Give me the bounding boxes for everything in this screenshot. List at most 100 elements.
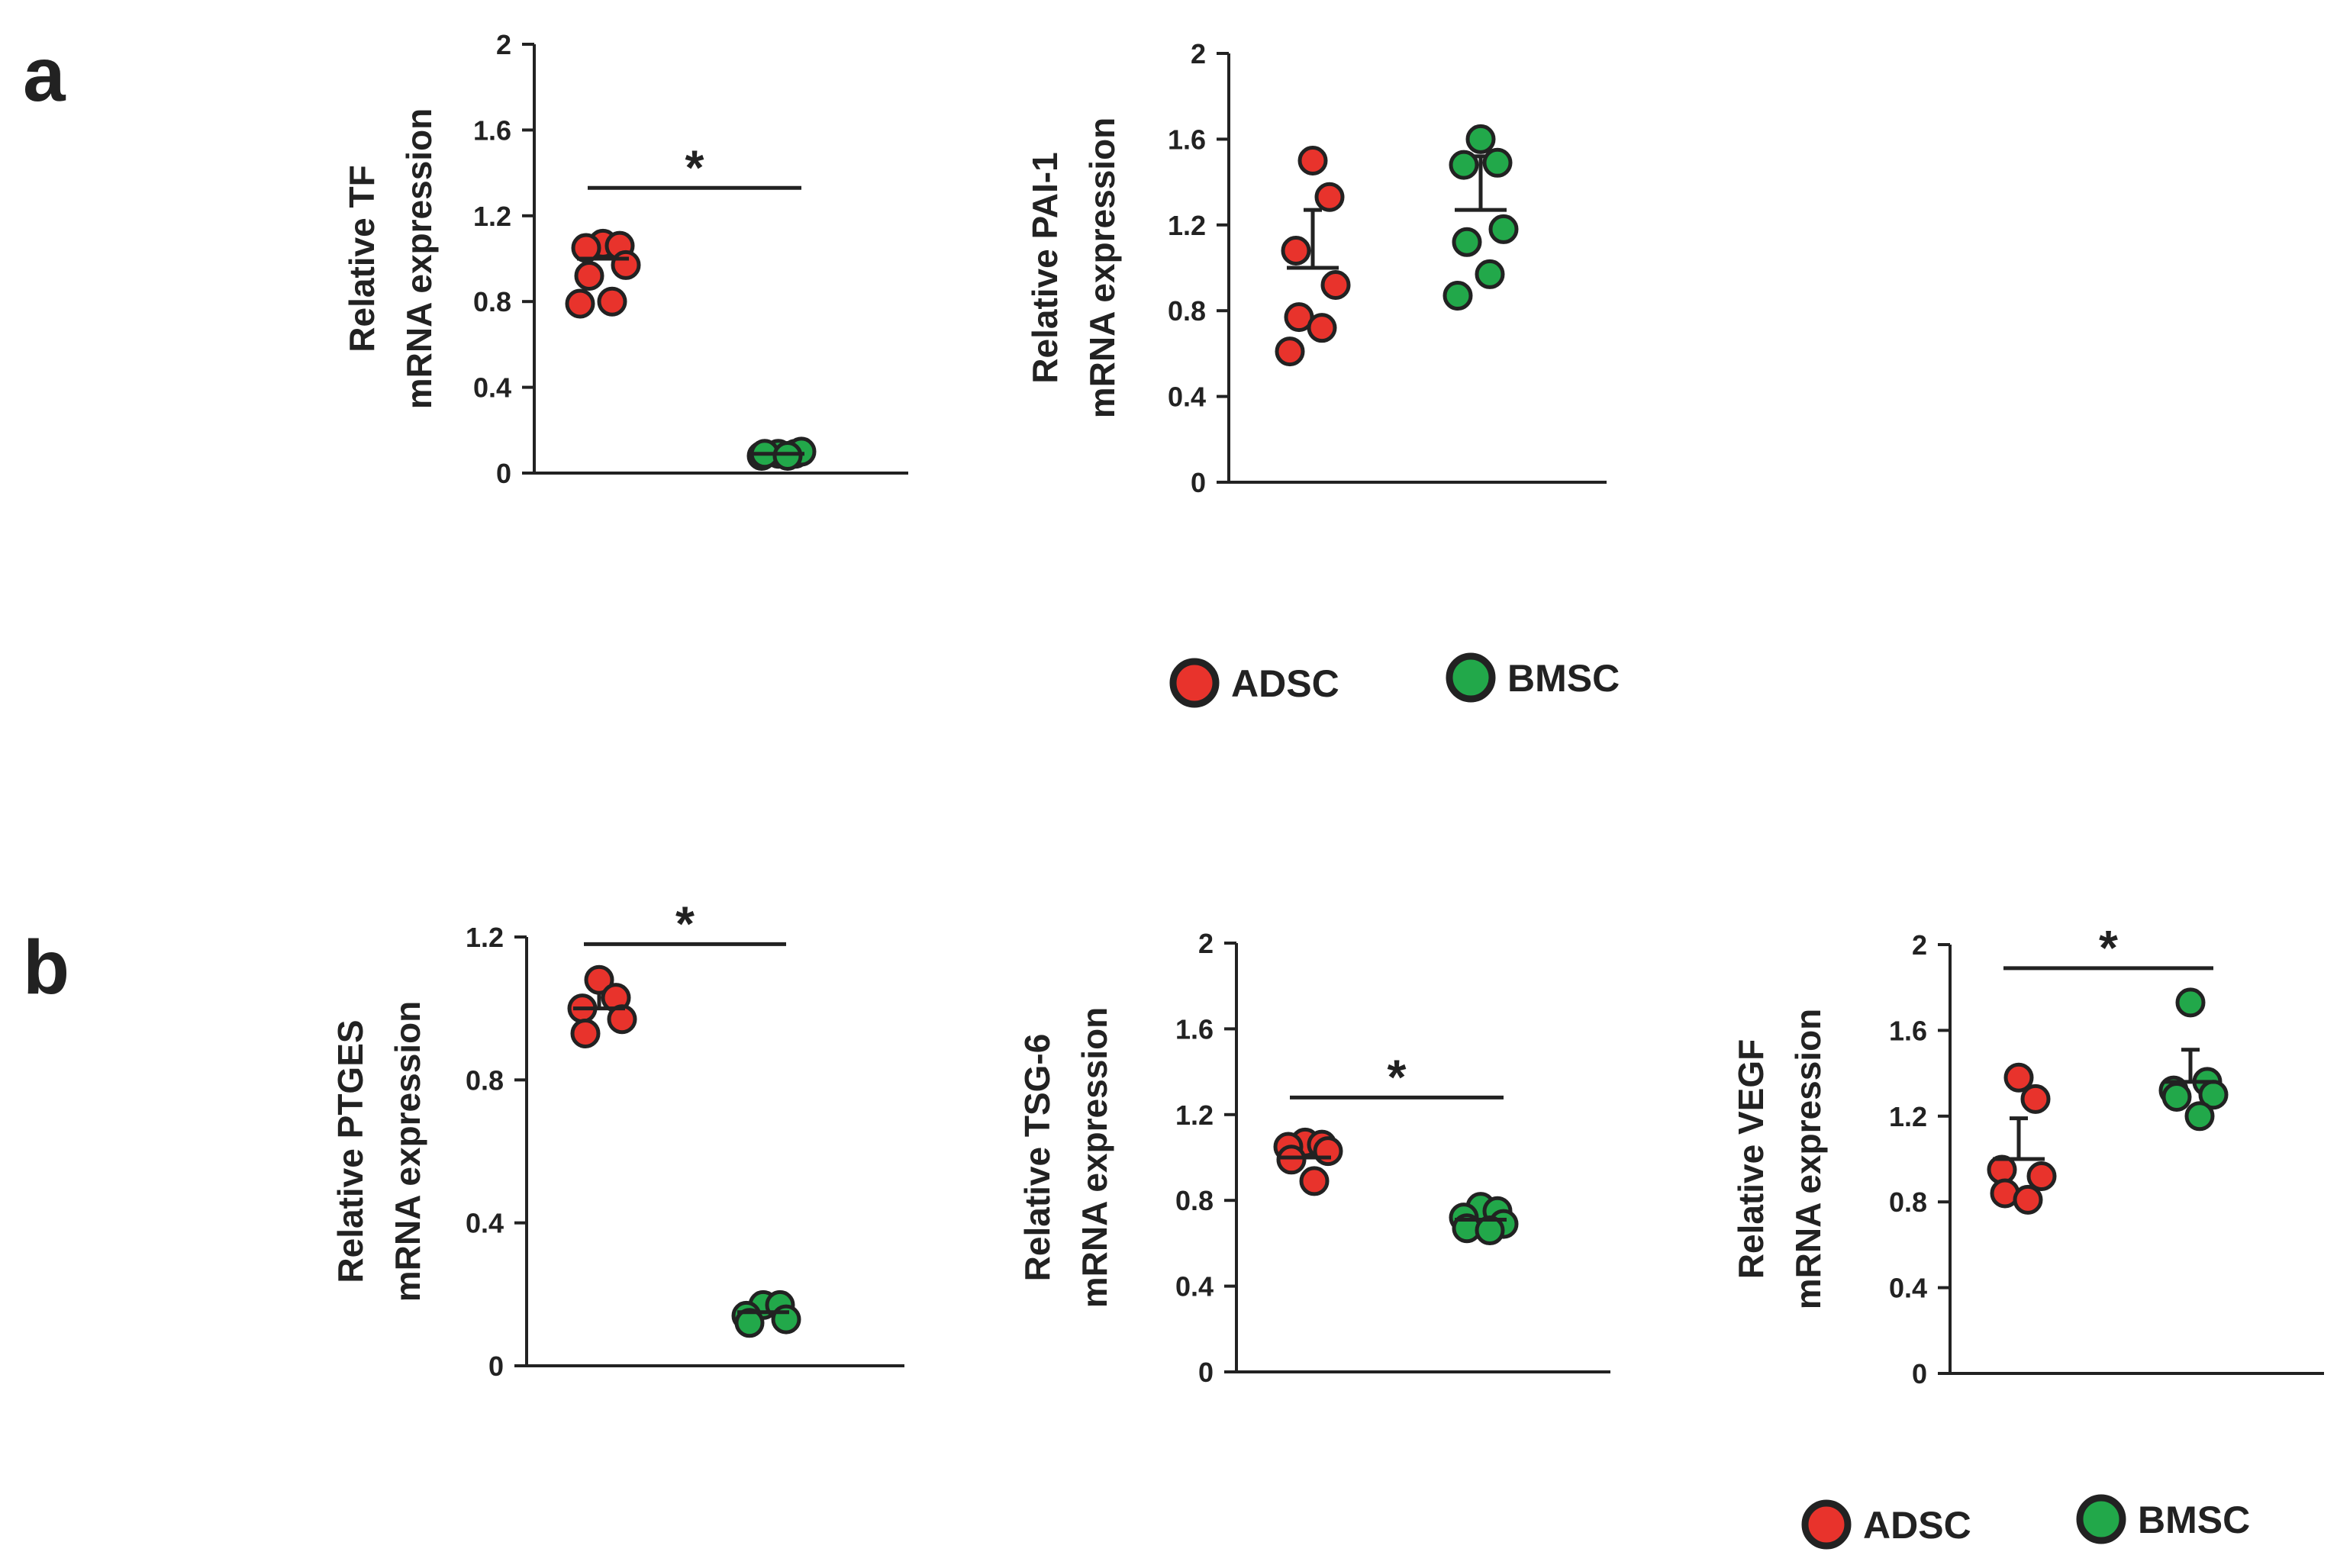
series-adsc (1987, 1062, 2057, 1215)
series-adsc (567, 964, 637, 1048)
data-point (2003, 1062, 2034, 1093)
data-point (771, 1304, 801, 1335)
series-bmsc (1442, 124, 1519, 311)
y-tick-label: 0.4 (473, 372, 511, 404)
y-tick-label: 0 (1191, 467, 1206, 498)
y-tick-label: 1.2 (1175, 1100, 1214, 1131)
y-tick-label: 0 (488, 1351, 504, 1382)
data-point (574, 260, 604, 291)
y-tick-label: 0.4 (466, 1208, 504, 1239)
y-tick-label: 1.6 (473, 114, 511, 146)
data-point (584, 964, 614, 995)
data-point (1297, 146, 1328, 175)
data-point (1442, 281, 1473, 311)
significance-star: * (1388, 1049, 1407, 1104)
data-point (1313, 1136, 1343, 1167)
y-tick-label: 0.4 (1175, 1271, 1214, 1302)
y-tick-label: 0 (1198, 1357, 1214, 1388)
y-tick-label: 0 (496, 458, 511, 489)
legend-marker-bmsc (2076, 1494, 2126, 1544)
series-adsc (1275, 146, 1351, 367)
data-point (1281, 236, 1311, 266)
series-bmsc (731, 1289, 801, 1338)
data-point (2184, 1101, 2215, 1132)
data-point (1449, 150, 1479, 180)
y-axis-label: Relative TF (342, 165, 382, 352)
chart-vegf: 0 0.4 0.8 1.2 1.6 2 Relative VEGF mRNA expressi… (1731, 920, 2324, 1389)
data-point (734, 1308, 765, 1338)
significance-star: * (685, 140, 704, 195)
data-point (1465, 124, 1496, 154)
series-adsc (565, 228, 641, 319)
y-tick-label: 1.6 (1168, 124, 1206, 155)
y-tick-label: 2 (496, 29, 511, 60)
data-point (772, 441, 803, 472)
data-point (571, 233, 601, 263)
y-tick-label: 1.6 (1889, 1015, 1927, 1046)
y-tick-label: 1.6 (1175, 1013, 1214, 1045)
data-point (1307, 313, 1337, 343)
data-point (1314, 182, 1345, 212)
chart-tf: 0 0.4 0.8 1.2 1.6 2 Relative TF mRNA expression… (342, 29, 908, 489)
y-tick-label: 0.8 (1889, 1186, 1927, 1218)
series-bmsc (746, 436, 817, 472)
data-point (570, 1018, 601, 1048)
data-point (597, 286, 627, 317)
chart-tsg6: 0 0.4 0.8 1.2 1.6 2 Relative TSG-6 mRNA express… (1017, 928, 1610, 1388)
y-tick-label: 2 (1198, 928, 1214, 959)
y-tick-label: 0 (1912, 1358, 1927, 1389)
y-tick-label: 0.8 (466, 1064, 504, 1096)
legend-marker-adsc (1801, 1499, 1852, 1550)
panel-letter-a: a (23, 32, 66, 118)
data-point (1475, 1215, 1505, 1246)
legend-label-bmsc: BMSC (1507, 657, 1620, 700)
series-bmsc (2158, 987, 2229, 1132)
data-point (1488, 214, 1519, 244)
legend-label-bmsc: BMSC (2138, 1499, 2250, 1541)
data-point (565, 288, 595, 319)
legend-label-adsc: ADSC (1863, 1504, 1971, 1547)
y-tick-label: 0.8 (473, 286, 511, 317)
y-axis-label: Relative PTGES (330, 1019, 370, 1283)
y-axis-label: mRNA expression (1075, 1007, 1114, 1309)
y-axis-label: Relative TSG-6 (1017, 1034, 1057, 1282)
chart-ptges: 0 0.4 0.8 1.2 Relative PTGES mRNA expression * (330, 896, 904, 1382)
data-point (1320, 269, 1351, 300)
data-point (2013, 1184, 2043, 1215)
legend-b: ADSC BMSC (1801, 1494, 2250, 1550)
data-point (2026, 1161, 2057, 1191)
y-axis-label: mRNA expression (388, 1001, 427, 1302)
data-point (2161, 1082, 2192, 1112)
y-axis-label: Relative VEGF (1731, 1039, 1771, 1279)
legends: ADSC BMSC ADSC BMSC (1169, 652, 2250, 1550)
significance-star: * (675, 896, 695, 951)
y-tick-label: 2 (1191, 38, 1206, 69)
data-point (2020, 1083, 2051, 1114)
chart-pai1: 0 0.4 0.8 1.2 1.6 2 Relative PAI-1 mRNA express… (1025, 38, 1607, 498)
y-tick-label: 0.8 (1175, 1185, 1214, 1216)
y-tick-label: 0.4 (1889, 1273, 1927, 1304)
y-axis-label: Relative PAI-1 (1025, 152, 1065, 383)
y-tick-label: 0.4 (1168, 382, 1206, 413)
data-point (2175, 987, 2206, 1018)
y-tick-label: 1.2 (1168, 210, 1206, 241)
legend-label-adsc: ADSC (1231, 662, 1339, 705)
y-tick-label: 1.2 (1889, 1101, 1927, 1132)
y-axis-label: mRNA expression (1082, 118, 1122, 419)
data-point (1475, 259, 1505, 289)
panel-letter-b: b (23, 925, 69, 1010)
data-point (1299, 1166, 1330, 1196)
legend-marker-adsc (1169, 658, 1220, 708)
data-point (1275, 336, 1305, 367)
legend-a: ADSC BMSC (1169, 652, 1620, 708)
data-point (1276, 1145, 1307, 1175)
y-tick-label: 0.8 (1168, 295, 1206, 327)
series-adsc (1273, 1127, 1343, 1196)
data-point (607, 1004, 637, 1035)
significance-star: * (2099, 920, 2118, 975)
y-axis-label: mRNA expression (399, 108, 439, 410)
data-point (1482, 147, 1513, 178)
series-bmsc (1449, 1192, 1519, 1246)
charts: 0 0.4 0.8 1.2 1.6 2 Relative TF mRNA expression… (330, 29, 2324, 1389)
